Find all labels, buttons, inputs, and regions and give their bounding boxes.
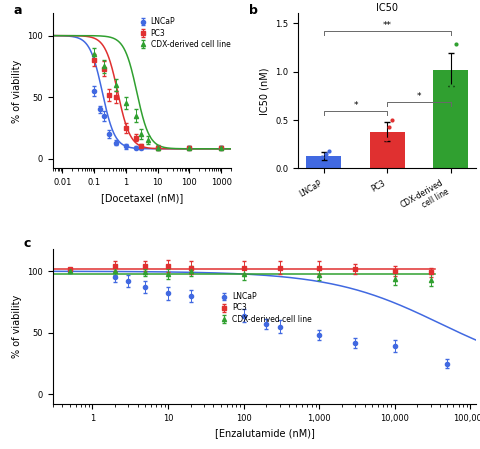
Text: *: * (416, 92, 420, 101)
Text: **: ** (382, 21, 391, 30)
Point (446, 83, 454, 90)
Point (388, 116, 396, 123)
Point (321, 150, 329, 158)
Point (378, 143, 385, 150)
Point (318, 153, 325, 160)
Point (324, 147, 332, 154)
Point (451, 40, 458, 47)
Text: *: * (353, 101, 357, 110)
Point (381, 136, 389, 143)
Y-axis label: % of viability: % of viability (12, 59, 22, 123)
Text: b: b (248, 4, 257, 17)
Legend: LNCaP, PC3, CDX-derived cell line: LNCaP, PC3, CDX-derived cell line (138, 18, 230, 49)
Bar (432, 70, 467, 168)
Point (314, 156, 322, 163)
Y-axis label: % of viability: % of viability (12, 295, 22, 358)
X-axis label: [Docetaxel (nM)]: [Docetaxel (nM)] (100, 193, 182, 203)
Point (384, 123, 392, 130)
Bar (306, 156, 341, 168)
Text: a: a (14, 4, 22, 17)
X-axis label: [Enzalutamide (nM)]: [Enzalutamide (nM)] (214, 428, 314, 438)
Title: IC50: IC50 (375, 3, 397, 13)
Y-axis label: IC50 (nM): IC50 (nM) (259, 67, 269, 115)
Bar (369, 132, 404, 168)
Legend: LNCaP, PC3, CDX-derived cell line: LNCaP, PC3, CDX-derived cell line (219, 292, 311, 324)
Point (441, 85, 448, 92)
Text: c: c (23, 237, 31, 250)
